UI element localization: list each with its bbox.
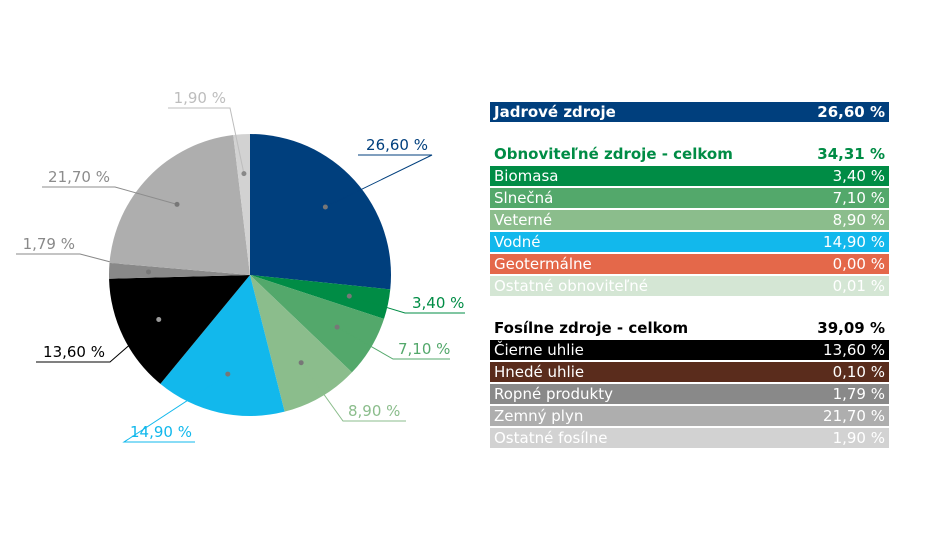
- pie-slice: [250, 275, 391, 319]
- legend-value: 26,60 %: [817, 103, 885, 121]
- slice-label: 13,60 %: [43, 343, 105, 361]
- leader-dot: [334, 324, 340, 330]
- legend-label: Veterné: [494, 211, 553, 229]
- leader-line: [349, 295, 465, 314]
- leader-dot: [241, 171, 247, 177]
- legend-label: Vodné: [494, 233, 541, 251]
- legend-row: Zemný plyn 21,70 %: [490, 406, 889, 426]
- legend-header-renewable: Obnoviteľné zdroje - celkom 34,31 %: [490, 144, 889, 164]
- pie-slice: [109, 262, 250, 279]
- pie-slice: [109, 275, 250, 384]
- legend-value: 0,10 %: [832, 363, 885, 381]
- leader-line: [36, 319, 160, 363]
- slice-label: 21,70 %: [48, 168, 110, 186]
- legend-value: 1,90 %: [832, 429, 885, 447]
- legend-label: Ropné produkty: [494, 385, 613, 403]
- legend-row: Ropné produkty 1,79 %: [490, 384, 889, 404]
- legend-value: 7,10 %: [832, 189, 885, 207]
- legend-label: Jadrové zdroje: [494, 103, 616, 121]
- legend-value: 8,90 %: [832, 211, 885, 229]
- slice-label: 7,10 %: [398, 340, 450, 358]
- slice-label: 1,90 %: [174, 89, 226, 107]
- legend-label: Fosílne zdroje - celkom: [494, 319, 689, 337]
- pie-slice: [233, 134, 250, 275]
- legend-row: Slnečná 7,10 %: [490, 188, 889, 208]
- legend-label: Ostatné obnoviteľné: [494, 277, 648, 295]
- legend-row: Ostatné fosílne 1,90 %: [490, 428, 889, 448]
- legend-label: Slnečná: [494, 189, 554, 207]
- legend-header-fossil: Fosílne zdroje - celkom 39,09 %: [490, 318, 889, 338]
- legend-row: Biomasa 3,40 %: [490, 166, 889, 186]
- pie-slice: [109, 135, 251, 275]
- pie-slice: [250, 275, 385, 373]
- legend-value: 21,70 %: [823, 407, 885, 425]
- legend-row: Ostatné obnoviteľné 0,01 %: [490, 276, 889, 296]
- legend-label: Biomasa: [494, 167, 559, 185]
- legend-row: Vodné 14,90 %: [490, 232, 889, 252]
- legend-row-nuclear: Jadrové zdroje 26,60 %: [490, 102, 889, 122]
- pie-slice: [250, 134, 391, 290]
- pie-chart: 26,60 % 3,40 % 7,10 % 8,90 % 14,90 % 13,60 % 1…: [16, 89, 465, 443]
- legend-label: Zemný plyn: [494, 407, 584, 425]
- slice-label: 26,60 %: [366, 136, 428, 154]
- legend-row: Veterné 8,90 %: [490, 210, 889, 230]
- legend-value: 3,40 %: [832, 167, 885, 185]
- leader-dot: [346, 293, 352, 299]
- pie-slice: [160, 275, 285, 416]
- legend-label: Obnoviteľné zdroje - celkom: [494, 145, 733, 163]
- leader-line: [168, 107, 245, 174]
- slice-label: 14,90 %: [130, 423, 192, 441]
- legend-row: Hnedé uhlie 0,10 %: [490, 362, 889, 382]
- leader-line: [42, 186, 178, 205]
- leader-dot: [156, 317, 162, 323]
- legend-label: Čierne uhlie: [494, 341, 584, 359]
- leader-dot: [174, 201, 180, 207]
- legend-label: Ostatné fosílne: [494, 429, 608, 447]
- legend-value: 0,00 %: [832, 255, 885, 273]
- legend-value: 14,90 %: [823, 233, 885, 251]
- leader-line: [325, 154, 433, 208]
- leader-line: [336, 326, 450, 360]
- legend-value: 13,60 %: [823, 341, 885, 359]
- legend-table: Jadrové zdroje 26,60 % Obnoviteľné zdroj…: [490, 102, 889, 450]
- pie-slice: [250, 275, 352, 412]
- leader-dot: [225, 371, 231, 377]
- legend-value: 39,09 %: [817, 319, 885, 337]
- leader-dot: [298, 360, 304, 366]
- leader-dot: [322, 204, 328, 210]
- leader-line: [16, 253, 149, 273]
- legend-value: 0,01 %: [832, 277, 885, 295]
- legend-row: Geotermálne 0,00 %: [490, 254, 889, 274]
- slice-label: 8,90 %: [348, 402, 400, 420]
- slice-label: 1,79 %: [23, 235, 75, 253]
- legend-value: 34,31 %: [817, 145, 885, 163]
- leader-line: [122, 373, 229, 443]
- slice-label: 3,40 %: [412, 294, 464, 312]
- leader-line: [300, 362, 406, 422]
- leader-dot: [146, 269, 152, 275]
- legend-row: Čierne uhlie 13,60 %: [490, 340, 889, 360]
- legend-value: 1,79 %: [832, 385, 885, 403]
- legend-label: Geotermálne: [494, 255, 592, 273]
- legend-label: Hnedé uhlie: [494, 363, 585, 381]
